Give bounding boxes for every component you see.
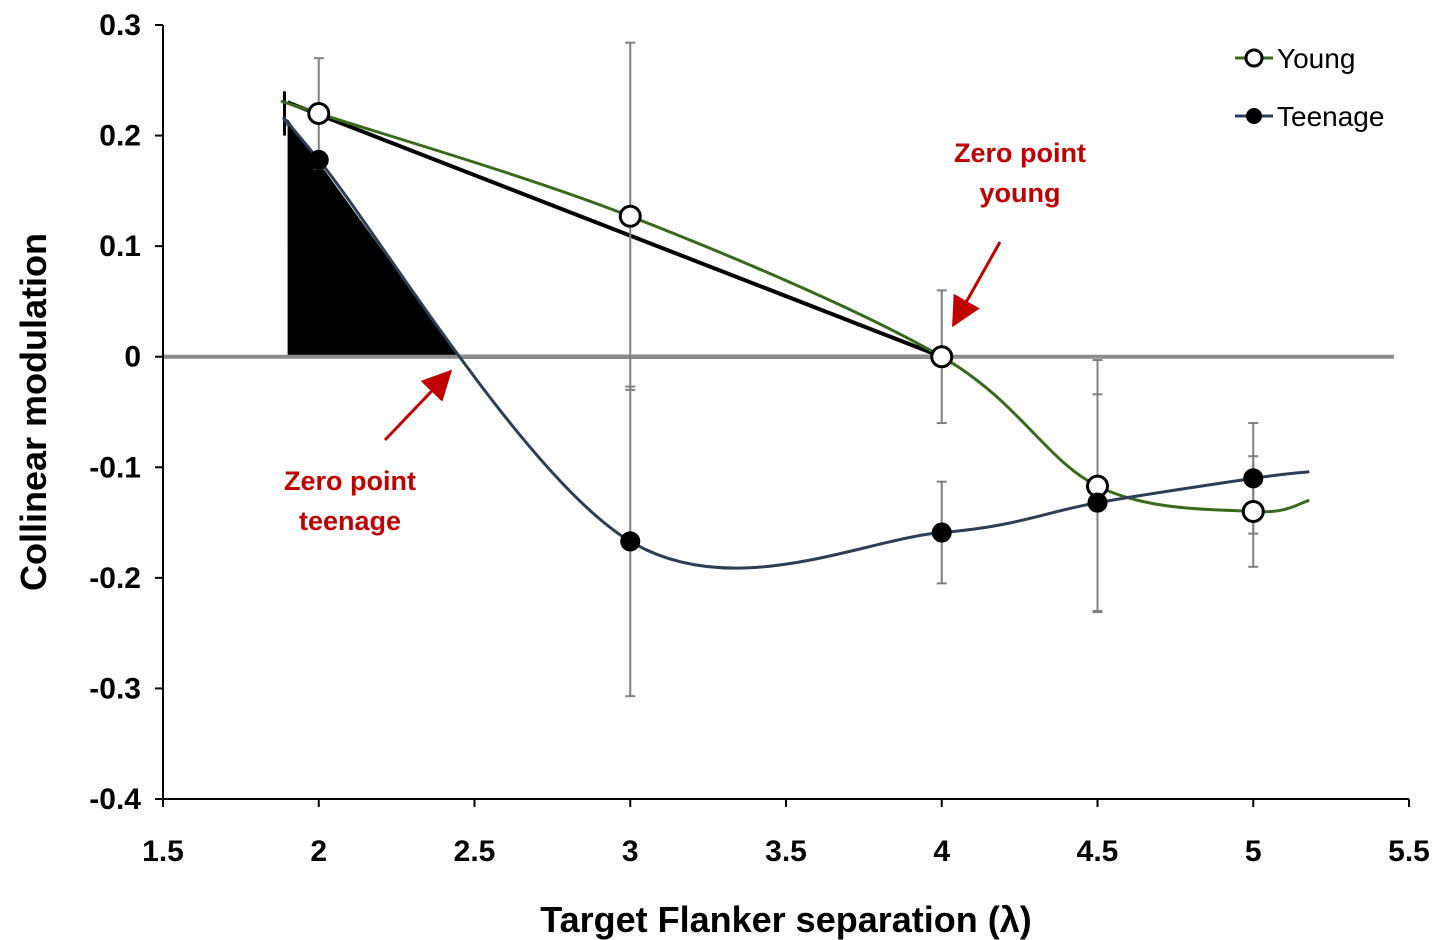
annotation-young-line2: young [980, 178, 1061, 208]
y-tick-label: -0.3 [89, 672, 141, 705]
x-tick-label: 2.5 [454, 835, 496, 868]
annotation-young-line1: Zero point [954, 138, 1086, 168]
x-tick-label: 5.5 [1388, 835, 1430, 868]
x-tick-label: 5 [1245, 835, 1262, 868]
annotations: Zero point young Zero point teenage [284, 138, 1086, 536]
y-tick-label: -0.4 [89, 783, 141, 816]
x-tick-label: 1.5 [142, 835, 184, 868]
axes [155, 24, 1410, 807]
y-tick-label: 0.2 [99, 120, 141, 153]
y-axis-title: Collinear modulation [13, 233, 54, 591]
tick-labels: 0.3 0.2 0.1 0 -0.1 -0.2 -0.3 -0.41.5 2 2.5 3 3.5 4 4.… [89, 9, 1430, 868]
x-tick-label: 4.5 [1077, 835, 1119, 868]
error-bars [313, 41, 1259, 698]
legend-marker-young [1244, 48, 1264, 68]
series-markers [307, 101, 1265, 552]
legend-label-young: Young [1277, 43, 1355, 74]
point-teenage [308, 149, 329, 170]
y-tick-label: 0.1 [99, 230, 141, 263]
legend-label-teenage: Teenage [1277, 101, 1384, 132]
y-tick-label: -0.1 [89, 451, 141, 484]
point-teenage [620, 531, 641, 552]
curve-young [280, 100, 1310, 514]
point-young [930, 345, 954, 369]
curve-teenage [282, 116, 1310, 570]
point-young [1241, 500, 1265, 524]
x-axis-title: Target Flanker separation (λ) [540, 899, 1031, 940]
point-teenage [931, 522, 952, 543]
point-teenage [1087, 492, 1108, 513]
annotation-young-arrow [952, 241, 1002, 328]
annotation-teenage-line1: Zero point [284, 466, 416, 496]
y-tick-label: -0.2 [89, 562, 141, 595]
point-young [618, 204, 642, 228]
point-young [307, 101, 331, 125]
y-tick-label: 0 [124, 341, 141, 374]
x-tick-label: 2 [310, 835, 327, 868]
x-tick-label: 3.5 [765, 835, 807, 868]
x-tick-label: 3 [622, 835, 639, 868]
annotation-teenage-line2: teenage [299, 506, 401, 536]
x-tick-label: 4 [933, 835, 950, 868]
legend: Young Teenage [1235, 43, 1384, 132]
zero-point-shading [282, 91, 943, 359]
legend-marker-teenage [1246, 108, 1262, 124]
y-tick-label: 0.3 [99, 9, 141, 42]
annotation-teenage-arrow [383, 369, 453, 442]
point-teenage [1243, 468, 1264, 489]
series-curves [280, 100, 1310, 570]
young-zero-line [286, 100, 943, 359]
